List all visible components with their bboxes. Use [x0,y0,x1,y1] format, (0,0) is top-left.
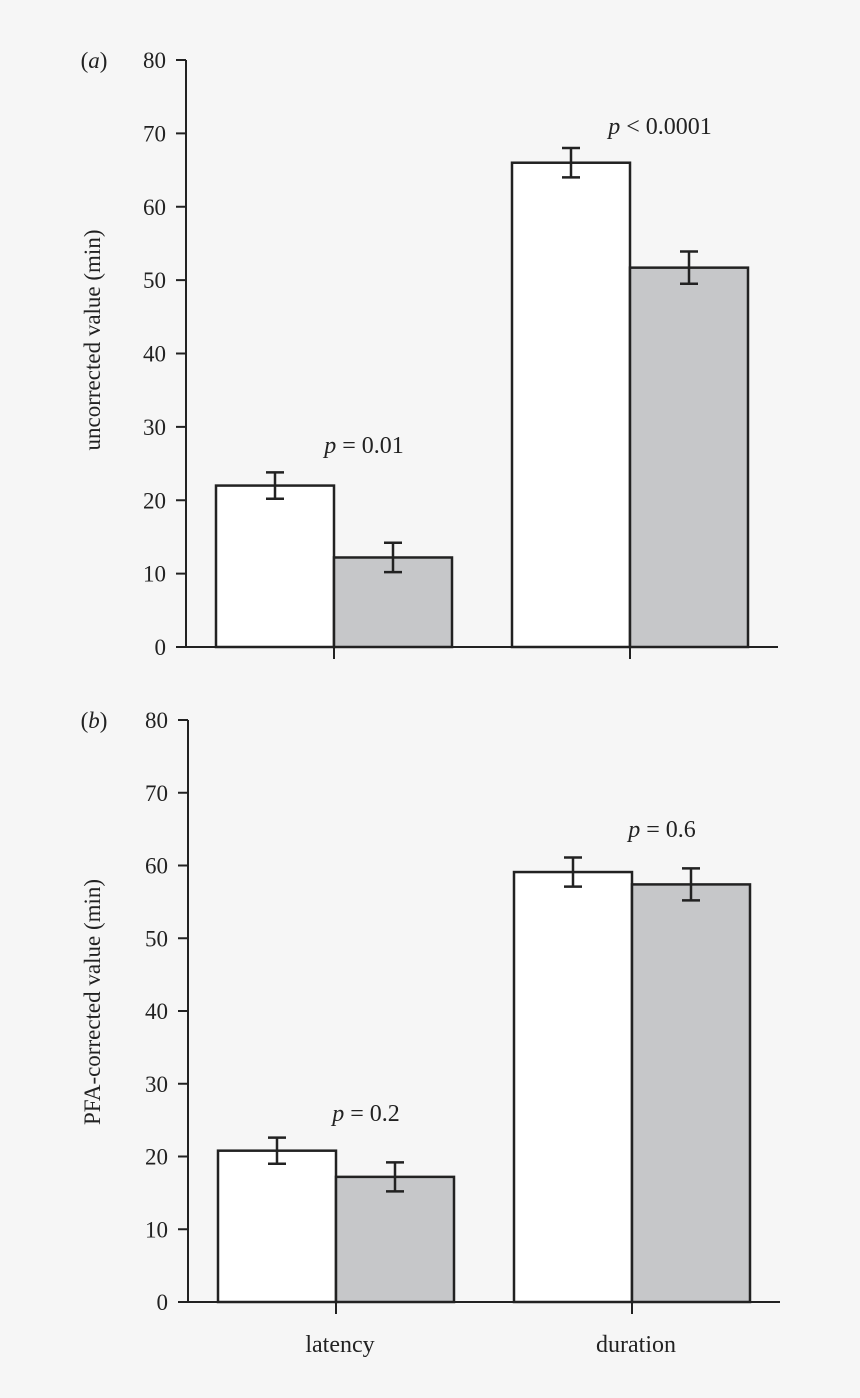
p-value-latency: p = 0.2 [330,1101,400,1127]
error-bar-duration-s2 [682,867,700,902]
y-tick-label: 80 [145,708,168,733]
bar-duration-s2 [630,883,752,1304]
y-axis-title: PFA-corrected value (min) [80,879,105,1125]
y-tick-label: 70 [143,121,166,146]
error-bar-latency-s1 [268,1136,286,1166]
panel-label: (b) [81,708,108,733]
bar-duration-s2 [628,266,750,649]
y-tick-label: 80 [143,48,166,73]
y-tick-label: 60 [143,195,166,220]
bar-duration-s1 [512,870,634,1304]
y-tick-label: 10 [145,1217,168,1242]
panel-a: (a) uncorrected value (min) 0 10 20 30 40 50 60 7… [80,48,778,660]
x-tick-label-duration: duration [596,1332,676,1358]
error-bar-latency-s1 [266,471,284,501]
y-tick-label: 0 [157,1290,169,1315]
y-tick-label: 20 [145,1145,168,1170]
panel-label: (a) [81,48,108,73]
error-bar-duration-s2 [680,250,698,286]
y-tick-label: 0 [155,635,167,660]
error-bar-duration-s1 [562,146,580,179]
y-tick-label: 40 [145,999,168,1024]
p-value-duration: p < 0.0001 [606,114,712,140]
y-tick-label: 40 [143,342,166,367]
bar-latency-s1 [216,1149,338,1304]
y-tick-label: 60 [145,854,168,879]
error-bar-latency-s2 [386,1161,404,1193]
y-tick-label: 70 [145,781,168,806]
bar-latency-s2 [334,1175,456,1304]
y-axis-title: uncorrected value (min) [80,230,105,451]
bar-duration-s1 [510,161,632,649]
y-tick-label: 10 [143,562,166,587]
y-tick-label: 30 [143,415,166,440]
y-tick-label: 20 [143,488,166,513]
x-tick-label-latency: latency [305,1332,374,1358]
y-tick-label: 30 [145,1072,168,1097]
panel-b: (b) PFA-corrected value (min) 0 10 20 30 40 50 6… [80,708,780,1358]
bar-latency-s1 [214,484,336,649]
error-bar-duration-s1 [564,856,582,888]
p-value-duration: p = 0.6 [626,817,696,843]
p-value-latency: p = 0.01 [322,433,404,459]
error-bar-latency-s2 [384,541,402,574]
y-tick-label: 50 [145,926,168,951]
y-tick-label: 50 [143,268,166,293]
